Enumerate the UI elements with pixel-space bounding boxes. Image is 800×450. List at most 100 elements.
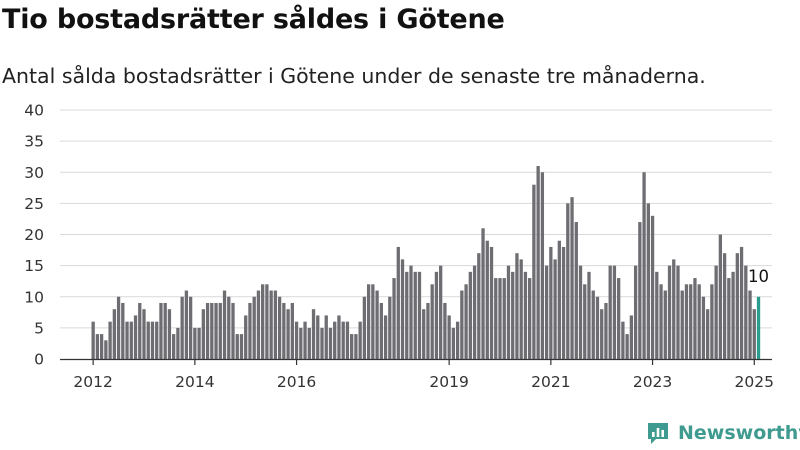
bar xyxy=(172,334,176,359)
bar xyxy=(481,228,485,359)
bar xyxy=(396,246,400,359)
bar xyxy=(400,259,405,359)
bar xyxy=(684,284,689,359)
bar xyxy=(600,309,604,359)
bar xyxy=(561,246,566,359)
bar xyxy=(138,302,142,359)
bar xyxy=(282,302,286,359)
bar xyxy=(256,290,261,359)
bar xyxy=(345,321,350,359)
bar xyxy=(430,284,434,359)
bar xyxy=(710,284,714,359)
bar xyxy=(642,172,646,359)
bar xyxy=(553,259,557,359)
bar xyxy=(659,284,663,359)
bar xyxy=(680,290,684,359)
bar xyxy=(159,302,163,359)
bar xyxy=(489,246,494,359)
bar xyxy=(447,315,451,359)
y-tick-label: 30 xyxy=(24,164,44,182)
bar xyxy=(99,334,104,359)
bar xyxy=(621,321,625,359)
bar xyxy=(95,334,100,359)
bar xyxy=(116,296,121,359)
bar xyxy=(337,315,341,359)
y-tick-label: 10 xyxy=(24,288,44,306)
bar xyxy=(697,284,701,359)
bar xyxy=(422,309,426,359)
bar xyxy=(286,309,290,359)
bar xyxy=(667,265,672,359)
y-tick-label: 25 xyxy=(24,195,44,213)
x-tick-label: 2014 xyxy=(175,373,214,391)
bar xyxy=(146,321,150,359)
bar xyxy=(557,240,561,359)
bar xyxy=(201,309,205,359)
y-axis-labels: 0 5 10 15 20 25 30 35 40 xyxy=(24,102,44,369)
bar xyxy=(523,271,528,359)
bar xyxy=(121,302,125,359)
bar xyxy=(324,315,328,359)
bar xyxy=(477,253,481,359)
bar xyxy=(104,340,108,359)
bar xyxy=(362,296,367,359)
bar xyxy=(231,302,235,359)
bar xyxy=(727,278,731,359)
bar xyxy=(417,271,422,359)
bar xyxy=(303,321,307,359)
bar xyxy=(222,290,227,359)
bar xyxy=(676,265,680,359)
bar xyxy=(617,278,621,359)
bar xyxy=(392,278,396,359)
bar xyxy=(604,302,608,359)
brand-logo: Newsworthy xyxy=(645,420,800,446)
bar xyxy=(485,240,489,359)
bar xyxy=(574,222,578,359)
bar xyxy=(506,265,511,359)
bar xyxy=(383,315,388,359)
bar xyxy=(129,321,133,359)
bar xyxy=(294,321,299,359)
bar xyxy=(544,265,549,359)
bar xyxy=(434,271,439,359)
y-tick-label: 5 xyxy=(34,319,44,337)
y-tick-label: 20 xyxy=(24,226,44,244)
bar xyxy=(439,265,443,359)
bar xyxy=(468,271,472,359)
bar xyxy=(188,296,193,359)
bar xyxy=(214,302,218,359)
bar xyxy=(277,296,282,359)
bar xyxy=(307,327,311,359)
bar xyxy=(532,184,536,359)
bar xyxy=(629,315,634,359)
bar xyxy=(218,302,222,359)
bar xyxy=(583,284,587,359)
bar xyxy=(244,315,248,359)
x-tick-label: 2019 xyxy=(429,373,468,391)
newsworthy-logo-icon xyxy=(648,423,668,444)
bar xyxy=(409,265,413,359)
chart-title: Tio bostadsrätter såldes i Götene xyxy=(2,4,505,35)
bar xyxy=(150,321,155,359)
bar xyxy=(227,296,231,359)
bar xyxy=(379,302,383,359)
bar xyxy=(341,321,345,359)
bar xyxy=(460,290,464,359)
bar xyxy=(316,315,320,359)
bar xyxy=(587,271,591,359)
x-tick-label: 2016 xyxy=(277,373,316,391)
bar xyxy=(155,321,159,359)
bar xyxy=(689,284,693,359)
bar xyxy=(248,302,252,359)
x-tick-label: 2021 xyxy=(531,373,570,391)
bar xyxy=(701,296,706,359)
bar xyxy=(472,265,477,359)
bar xyxy=(167,309,172,359)
bar xyxy=(311,309,316,359)
bar xyxy=(443,302,447,359)
bar xyxy=(197,327,201,359)
bar xyxy=(735,253,739,359)
bar xyxy=(108,321,112,359)
bar xyxy=(261,284,265,359)
bar xyxy=(133,315,138,359)
